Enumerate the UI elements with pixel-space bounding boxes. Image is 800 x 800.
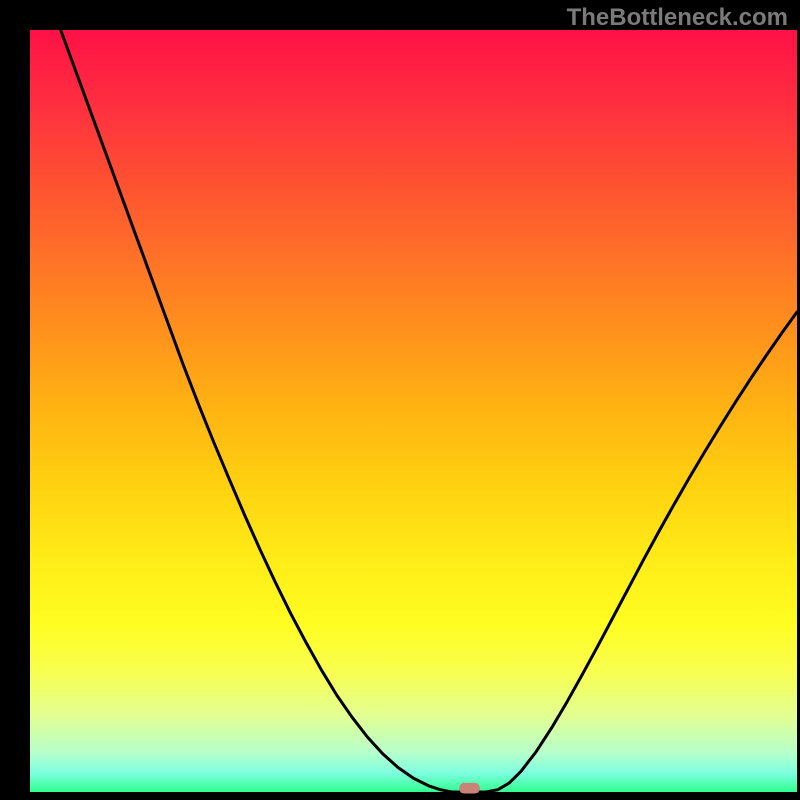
chart-container: { "watermark": { "text": "TheBottleneck.… [0, 0, 800, 800]
plot-background [30, 30, 797, 792]
bottleneck-curve-chart [0, 0, 800, 800]
optimal-point-marker [459, 783, 480, 794]
watermark-text: TheBottleneck.com [567, 4, 788, 32]
